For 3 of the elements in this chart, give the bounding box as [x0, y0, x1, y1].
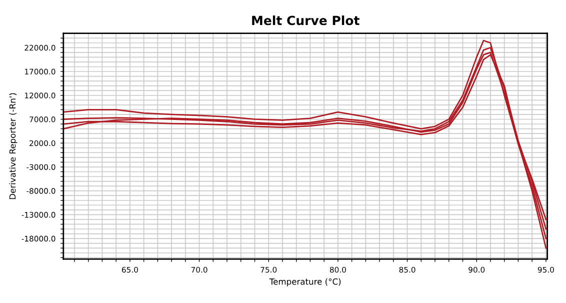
x-axis-title: Temperature (°C) [269, 278, 341, 286]
chart-title: Melt Curve Plot [252, 16, 360, 26]
y-axis-title: Derivative Reporter (-Rn') [9, 93, 18, 200]
